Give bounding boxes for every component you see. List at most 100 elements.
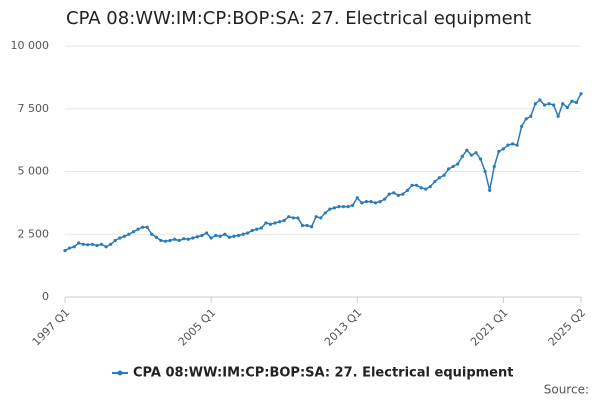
point: [259, 226, 263, 230]
point: [364, 200, 368, 204]
point: [561, 102, 565, 106]
point: [542, 103, 547, 107]
point: [328, 207, 332, 211]
point: [278, 220, 282, 224]
point: [524, 117, 528, 121]
point: [67, 246, 72, 250]
point: [141, 225, 145, 229]
point: [268, 222, 273, 226]
point: [497, 149, 501, 154]
point: [305, 223, 309, 228]
point: [291, 216, 295, 220]
point: [150, 232, 154, 236]
y-tick-label: 0: [42, 290, 49, 303]
point: [200, 233, 204, 238]
point: [86, 243, 90, 247]
source: Source:: [544, 383, 589, 397]
point: [177, 238, 181, 243]
point: [401, 192, 405, 196]
point: [273, 221, 277, 225]
point: [570, 99, 574, 103]
point: [163, 239, 168, 243]
point: [574, 100, 579, 105]
point: [77, 241, 81, 245]
point: [565, 105, 569, 110]
point: [405, 188, 410, 192]
chart-title: CPA 08:WW:IM:CP:BOP:SA: 27. Electrical e…: [66, 8, 531, 29]
point: [182, 237, 186, 241]
point: [456, 162, 460, 166]
point: [159, 238, 163, 243]
point: [424, 187, 428, 191]
x-tick-label: 2021 Q1: [468, 306, 511, 349]
point: [136, 227, 140, 231]
point: [373, 201, 378, 205]
point: [227, 235, 231, 239]
point: [323, 211, 327, 215]
point: [396, 193, 400, 197]
point: [195, 235, 200, 239]
point: [90, 242, 94, 246]
x-tick-label: 2025 Q2: [546, 306, 589, 349]
x-tick-label: 2005 Q1: [176, 306, 219, 349]
y-tick-label: 10 000: [11, 39, 50, 52]
point: [332, 206, 337, 210]
point: [63, 248, 67, 253]
point: [346, 205, 350, 209]
point: [510, 142, 515, 146]
point: [442, 173, 446, 177]
x-tick-label: 2013 Q1: [322, 306, 365, 349]
point: [282, 218, 286, 223]
point: [360, 201, 364, 205]
point: [296, 216, 300, 220]
point: [520, 124, 524, 128]
y-tick-label: 5 000: [18, 165, 50, 178]
point: [579, 92, 583, 96]
point: [341, 205, 346, 209]
point: [118, 236, 122, 240]
point: [538, 98, 542, 102]
point: [309, 225, 314, 229]
point: [378, 200, 382, 204]
point: [552, 103, 556, 107]
point: [264, 221, 268, 225]
point: [131, 230, 136, 234]
point: [433, 179, 437, 184]
point: [214, 233, 218, 238]
point: [351, 203, 355, 207]
legend-label: CPA 08:WW:IM:CP:BOP:SA: 27. Electrical e…: [133, 366, 513, 381]
point: [387, 192, 391, 196]
point: [488, 188, 492, 192]
point: [474, 151, 478, 155]
point: [99, 242, 104, 246]
point: [410, 183, 414, 187]
point: [529, 114, 533, 118]
x-tick-label: 1997 Q1: [30, 306, 73, 349]
point: [223, 232, 227, 236]
point: [300, 223, 305, 228]
point: [246, 231, 250, 235]
point: [337, 205, 341, 209]
point: [218, 234, 222, 238]
point: [122, 234, 126, 238]
point: [232, 234, 236, 238]
point: [415, 183, 419, 187]
point: [492, 164, 496, 169]
point: [460, 154, 464, 159]
point: [533, 102, 537, 106]
point: [383, 197, 387, 201]
point: [255, 227, 259, 231]
point: [72, 245, 76, 249]
point: [506, 143, 510, 147]
point: [204, 231, 209, 235]
point: [145, 225, 149, 229]
point: [547, 102, 551, 106]
point: [81, 242, 85, 246]
point: [250, 228, 254, 233]
point: [483, 169, 487, 174]
point: [319, 216, 323, 220]
point: [191, 236, 195, 240]
point: [428, 184, 432, 189]
point: [104, 245, 108, 249]
